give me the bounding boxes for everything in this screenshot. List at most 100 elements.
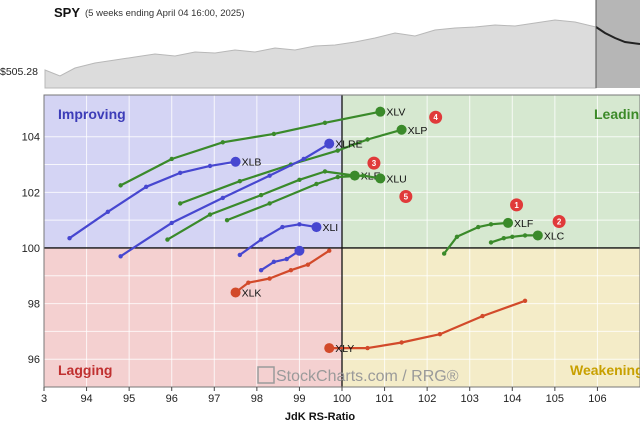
series-tail [226, 174, 382, 222]
series-label: XLK [242, 287, 262, 299]
x-tick-label: 100 [333, 393, 351, 405]
x-tick-label: 99 [293, 393, 305, 405]
y-tick-label: 104 [22, 132, 40, 144]
head-point[interactable] [375, 106, 386, 117]
tail-point [284, 256, 289, 262]
series-xlp: XLP [178, 124, 428, 206]
tail-point [361, 173, 366, 178]
tail-point [118, 254, 123, 259]
tail-point [258, 237, 264, 242]
series-xlre: XLRE [118, 138, 363, 259]
event-badge-1[interactable]: 1 [510, 198, 524, 212]
tail-point [258, 192, 264, 198]
tail-point [314, 181, 319, 187]
head-point[interactable] [503, 217, 514, 228]
price-strip: SPY (5 weeks ending April 04 16:00, 2025… [0, 0, 640, 90]
tail-point [322, 120, 328, 126]
series-xlf: XLF [441, 217, 533, 256]
series-tail [260, 249, 301, 272]
series-tail [179, 128, 403, 205]
tail-point [220, 195, 225, 201]
quadrant-label-lagging: Lagging [58, 362, 112, 378]
tail-point [105, 209, 111, 214]
head-point[interactable] [532, 230, 543, 241]
series-label: XLRE [335, 139, 362, 151]
series-xly: XLY [324, 298, 528, 355]
series-label: XLP [408, 125, 428, 137]
tail-point [267, 201, 272, 206]
x-tick-label: 94 [80, 393, 92, 405]
symbol-label: SPY [54, 5, 80, 20]
tail-point [237, 179, 243, 184]
tail-point [178, 201, 183, 206]
tail-point [288, 268, 294, 273]
tail-point [169, 220, 174, 226]
series-tail [119, 142, 331, 258]
series-xlk: XLK [230, 248, 332, 299]
series-xli: XLI [237, 222, 338, 258]
y-tick-label: 96 [28, 354, 40, 366]
y-tick-label: 98 [28, 299, 40, 311]
tail-point [522, 233, 528, 238]
tail-point [267, 173, 272, 178]
axes: 3 94 95 96 97 98 99 100 101 102 103 104 105 106 96 98 10… [22, 94, 640, 405]
series-unlabeled [258, 245, 305, 273]
tail-point [327, 248, 332, 253]
tail-point [522, 298, 528, 303]
series-label: XLI [322, 222, 338, 234]
tail-point [335, 148, 340, 153]
quadrant-label-weakening: Weakening [570, 362, 640, 378]
tail-point [178, 170, 183, 176]
x-tick-label: 102 [418, 393, 436, 405]
tail-point [441, 251, 447, 256]
tail-point [207, 163, 213, 169]
tail-point [305, 262, 311, 267]
x-tick-label: 96 [166, 393, 178, 405]
head-point[interactable] [230, 156, 241, 167]
event-badge-5[interactable]: 5 [399, 190, 413, 204]
watermark: StockCharts.com / RRG® [257, 366, 459, 385]
head-point[interactable] [396, 124, 407, 135]
head-point[interactable] [324, 138, 335, 149]
series-label: XLC [544, 230, 565, 242]
tail-point [246, 280, 251, 285]
event-badge-2[interactable]: 2 [552, 215, 566, 229]
tail-point [365, 345, 370, 351]
event-badge-4[interactable]: 4 [429, 110, 443, 124]
tail-point [399, 340, 404, 345]
price-level-label: $505.28 [0, 66, 38, 78]
x-tick-label: 98 [251, 393, 263, 405]
head-point[interactable] [230, 287, 241, 298]
head-point[interactable] [324, 343, 335, 354]
series-xlb: XLB [67, 156, 261, 241]
tail-point [335, 174, 340, 180]
series-xlv: XLV [118, 106, 405, 188]
head-point[interactable] [375, 173, 386, 184]
tail-point [267, 276, 272, 281]
head-point[interactable] [294, 245, 305, 256]
price-area [44, 19, 597, 89]
tail-point [437, 331, 443, 337]
x-tick-label: 95 [123, 393, 135, 405]
event-badge-3[interactable]: 3 [367, 156, 381, 170]
tail-point [297, 222, 302, 227]
tail-point [488, 240, 494, 245]
x-tick-label: 3 [41, 393, 47, 405]
tail-point [322, 169, 328, 174]
x-tick-label: 101 [375, 393, 393, 405]
period-label: (5 weeks ending April 04 16:00, 2025) [85, 8, 245, 19]
badge-circle [510, 198, 524, 212]
tail-point [365, 137, 370, 142]
x-tick-label: 97 [208, 393, 220, 405]
tail-point [118, 183, 123, 188]
badge-circle [399, 190, 413, 204]
badge-circle [552, 215, 566, 229]
stockcharts-logo-icon [257, 366, 275, 384]
head-point[interactable] [311, 222, 322, 233]
tail-point [488, 222, 494, 227]
event-badges: 1 2 3 4 5 [367, 110, 566, 229]
tail-point [224, 217, 230, 223]
tail-point [143, 184, 149, 189]
x-tick-label: 103 [461, 393, 479, 405]
